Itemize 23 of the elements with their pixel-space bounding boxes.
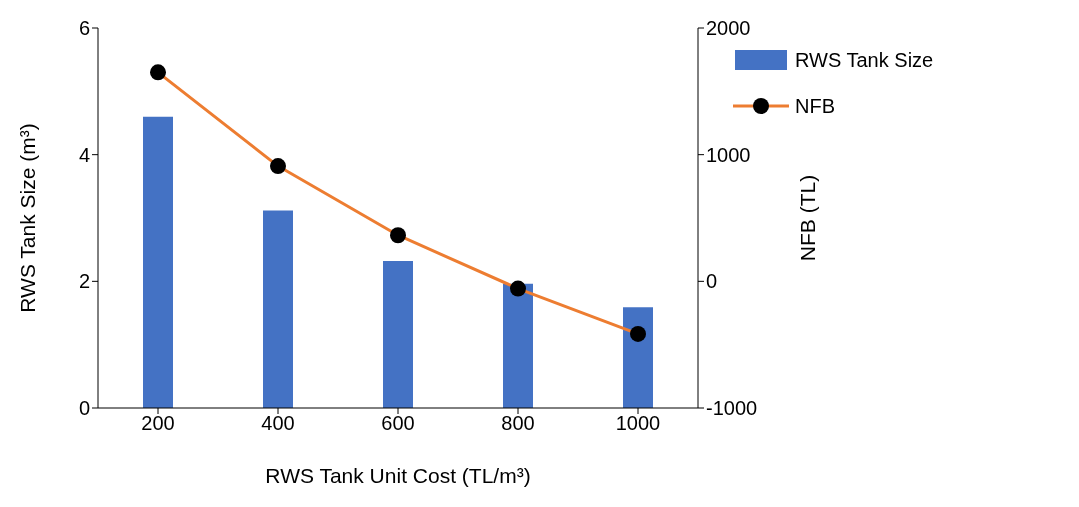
y2-axis-title: NFB (TL) <box>796 174 820 262</box>
y-tick-label: 0 <box>78 397 90 420</box>
bar <box>383 261 413 408</box>
x-tick-label: 800 <box>501 412 535 435</box>
bar <box>143 116 173 408</box>
x-axis-title: RWS Tank Unit Cost (TL/m³) <box>265 464 531 487</box>
y2-tick-label: 2000 <box>706 17 751 40</box>
x-tick-label: 1000 <box>615 412 661 435</box>
y-tick-label: 2 <box>78 270 90 293</box>
bar <box>623 307 653 408</box>
y-axis-title: RWS Tank Size (m³) <box>16 123 40 313</box>
bar <box>263 210 293 408</box>
y-tick-label: 4 <box>78 143 90 166</box>
y-tick-label: 6 <box>78 17 90 40</box>
y2-tick-label: 1000 <box>706 143 751 166</box>
legend-label: NFB <box>795 94 835 118</box>
x-tick-label: 200 <box>141 412 175 435</box>
y2-tick-label: 0 <box>706 270 718 293</box>
x-tick-label: 600 <box>381 412 415 435</box>
bar <box>503 283 533 408</box>
legend-label: RWS Tank Size <box>795 48 934 72</box>
y2-tick-label: -1000 <box>706 397 758 420</box>
x-tick-label: 400 <box>261 412 295 435</box>
